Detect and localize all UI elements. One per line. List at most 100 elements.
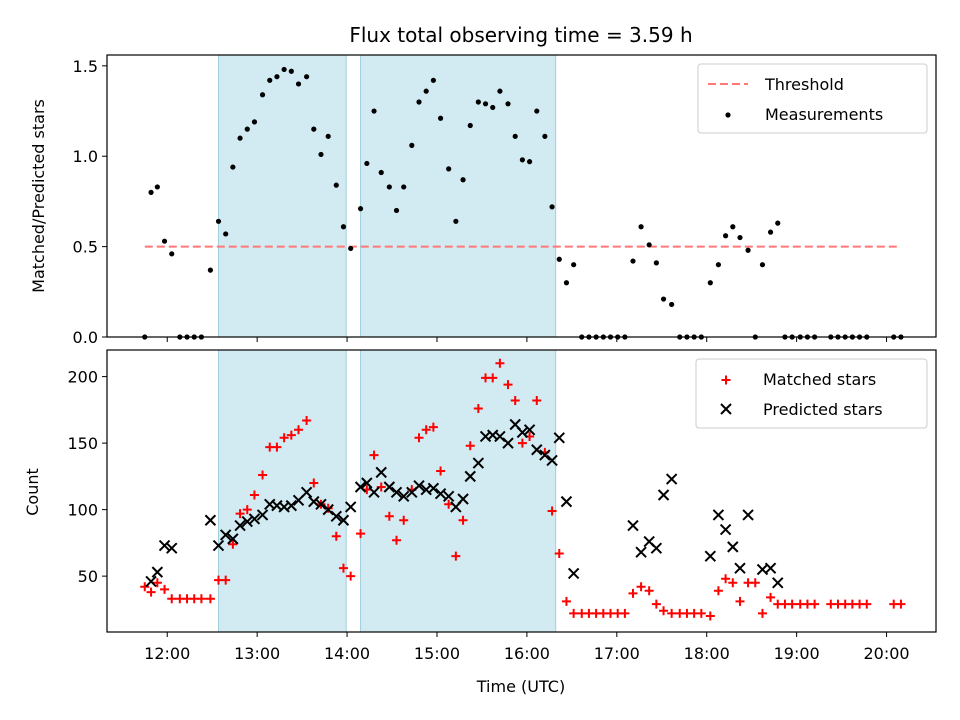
y-tick-label: 200 [67, 368, 98, 387]
figure: Flux total observing time = 3.59 h 0.00.… [0, 0, 960, 720]
predicted-star-marker [346, 502, 356, 512]
measurement-point [453, 219, 458, 224]
measurement-point [520, 157, 525, 162]
measurement-point [409, 143, 414, 148]
measurement-point [216, 219, 221, 224]
predicted-star-marker [773, 578, 783, 588]
measurement-point [513, 134, 518, 139]
measurement-point [460, 177, 465, 182]
x-tick-label: 13:00 [234, 644, 280, 663]
measurement-point [230, 164, 235, 169]
measurement-point [468, 123, 473, 128]
measurement-point [148, 190, 153, 195]
measurement-point [768, 230, 773, 235]
ratio-y-axis-label: Matched/Predicted stars [29, 99, 48, 293]
chart-title: Flux total observing time = 3.59 h [349, 23, 692, 47]
measurement-point [155, 184, 160, 189]
measurement-point [424, 89, 429, 94]
matched-star-marker [346, 572, 355, 581]
matched-star-marker [714, 586, 723, 595]
matched-star-marker [810, 600, 819, 609]
matched-star-marker [652, 600, 661, 609]
matched-star-marker [697, 609, 706, 618]
measurement-point [326, 134, 331, 139]
measurement-point [723, 233, 728, 238]
measurement-point [476, 99, 481, 104]
predicted-star-marker [721, 525, 731, 535]
measurement-point [446, 166, 451, 171]
x-tick-label: 14:00 [324, 644, 370, 663]
predicted-star-marker [561, 497, 571, 507]
measurement-point [564, 280, 569, 285]
y-tick-label: 50 [78, 567, 98, 586]
matched-star-marker [160, 585, 169, 594]
y-tick-label: 150 [67, 434, 98, 453]
measurement-point [745, 248, 750, 253]
measurement-point [549, 204, 554, 209]
matched-star-marker [667, 609, 676, 618]
measurement-point [557, 257, 562, 262]
measurement-point [304, 74, 309, 79]
measurement-point [289, 69, 294, 74]
predicted-star-marker [713, 510, 723, 520]
x-tick-label: 19:00 [774, 644, 820, 663]
count-legend: Matched starsPredicted stars [696, 359, 927, 428]
measurement-point [162, 239, 167, 244]
measurement-point [630, 258, 635, 263]
measurement-point [169, 251, 174, 256]
matched-star-marker [758, 609, 767, 618]
count-panel: 50 100 150 200 12:00 13:00 14:00 15:00 16:00 17:… [23, 350, 936, 696]
predicted-star-marker [628, 521, 638, 531]
ratio-panel: 0.0 0.5 1.0 1.5 Matched/Predicted stars Thr… [29, 55, 936, 347]
matched-star-marker [147, 588, 156, 597]
y-tick-label: 100 [67, 501, 98, 520]
measurement-point [775, 221, 780, 226]
y-tick-label: 1.5 [73, 57, 98, 76]
measurement-point [661, 296, 666, 301]
predicted-star-marker [569, 568, 579, 578]
matched-star-marker [896, 600, 905, 609]
predicted-star-marker [667, 474, 677, 484]
matched-star-marker [659, 606, 668, 615]
predicted-star-marker [705, 551, 715, 561]
observing-span-1 [218, 55, 346, 337]
measurement-point [416, 99, 421, 104]
measurement-point [318, 152, 323, 157]
matched-star-marker [167, 594, 176, 603]
measurement-point [527, 159, 532, 164]
measurement-point [647, 242, 652, 247]
measurement-point [274, 74, 279, 79]
x-tick-label: 15:00 [414, 644, 460, 663]
ratio-x-ticks [167, 337, 886, 342]
measurement-point [730, 224, 735, 229]
observing-span-2 [361, 350, 556, 632]
measurement-point [760, 262, 765, 267]
predicted-star-marker [152, 567, 162, 577]
matched-star-marker [562, 597, 571, 606]
measurement-point [394, 208, 399, 213]
predicted-star-marker [146, 576, 156, 586]
matched-star-marker [637, 582, 646, 591]
count-y-axis-label: Count [23, 468, 42, 516]
measurement-point [237, 136, 242, 141]
matched-star-marker [862, 600, 871, 609]
measurement-point [387, 184, 392, 189]
predicted-star-marker [735, 563, 745, 573]
observing-span-1 [218, 350, 346, 632]
observing-span-2 [361, 55, 556, 337]
measurement-point [638, 224, 643, 229]
measurement-point [267, 78, 272, 83]
measurement-point [282, 67, 287, 72]
measurement-point [716, 262, 721, 267]
measurement-point [379, 170, 384, 175]
measurement-point [358, 206, 363, 211]
legend-measurement-label: Measurements [765, 105, 883, 124]
observing-spans [218, 55, 555, 337]
predicted-star-marker [636, 547, 646, 557]
matched-star-marker [751, 578, 760, 587]
count-y-ticks: 50 100 150 200 [67, 368, 107, 587]
measurement-point [654, 260, 659, 265]
measurement-point [483, 101, 488, 106]
predicted-star-marker [651, 543, 661, 553]
matched-star-marker [197, 594, 206, 603]
